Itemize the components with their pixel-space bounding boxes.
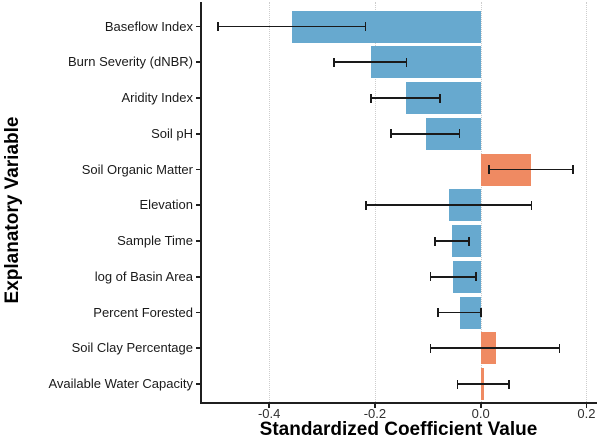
x-axis-title: Standardized Coefficient Value <box>259 419 538 440</box>
error-cap-high-soil-clay-percentage <box>558 343 561 353</box>
error-bar-available-water-capacity <box>457 383 509 385</box>
y-tick-log-of-basin-area <box>196 275 200 278</box>
x-tick-label-0.0: 0.0 <box>471 406 490 421</box>
error-cap-low-baseflow-index <box>217 22 219 31</box>
x-tick-0.0 <box>479 404 482 408</box>
error-bar-log-of-basin-area <box>430 275 476 278</box>
y-label-soil-clay-percentage: Soil Clay Percentage <box>71 340 193 356</box>
error-cap-high-aridity-index <box>439 93 441 103</box>
y-tick-percent-forested <box>196 311 200 314</box>
y-tick-soil-ph <box>196 132 200 135</box>
gridline--0.4 <box>269 2 271 402</box>
error-cap-low-log-of-basin-area <box>429 272 432 282</box>
x-tick-0.2 <box>585 404 588 408</box>
error-cap-low-soil-ph <box>390 129 393 139</box>
error-bar-percent-forested <box>437 311 482 314</box>
gridline--0.2 <box>374 2 376 402</box>
error-cap-high-log-of-basin-area <box>475 272 477 282</box>
error-cap-high-elevation <box>530 200 533 210</box>
x-tick-label--0.4: -0.4 <box>257 406 281 421</box>
y-tick-soil-clay-percentage <box>196 347 200 350</box>
x-tick-label--0.2: -0.2 <box>363 406 387 421</box>
y-tick-soil-organic-matter <box>196 168 200 171</box>
y-tick-burn-severity-dnbr <box>196 61 200 64</box>
y-label-aridity-index: Aridity Index <box>121 90 193 105</box>
y-tick-elevation <box>196 204 200 207</box>
gridline-0.2 <box>586 2 588 402</box>
y-label-available-water-capacity: Available Water Capacity <box>48 376 193 391</box>
y-tick-available-water-capacity <box>196 383 200 385</box>
y-label-soil-organic-matter: Soil Organic Matter <box>81 161 193 177</box>
error-cap-low-aridity-index <box>370 93 373 103</box>
error-cap-low-soil-organic-matter <box>488 165 490 174</box>
x-tick-label-0.2: 0.2 <box>577 406 596 421</box>
error-cap-low-available-water-capacity <box>456 379 459 389</box>
error-bar-soil-organic-matter <box>489 168 574 171</box>
gridline-0.0 <box>480 2 482 402</box>
x-tick--0.2 <box>374 404 376 408</box>
error-bar-burn-severity-dnbr <box>334 61 407 64</box>
error-bar-soil-ph <box>391 132 460 135</box>
error-cap-low-soil-clay-percentage <box>429 343 432 353</box>
plot-panel <box>200 2 597 404</box>
error-bar-baseflow-index <box>217 25 366 28</box>
error-bar-elevation <box>365 204 532 207</box>
error-bar-aridity-index <box>371 97 440 99</box>
y-label-elevation: Elevation <box>139 197 193 213</box>
error-cap-high-soil-organic-matter <box>572 165 575 174</box>
error-cap-high-baseflow-index <box>364 22 367 31</box>
y-label-sample-time: Sample Time <box>117 233 193 248</box>
error-cap-low-elevation <box>365 200 367 210</box>
error-cap-high-burn-severity-dnbr <box>405 57 408 67</box>
y-label-burn-severity-dnbr: Burn Severity (dNBR) <box>68 54 193 70</box>
error-cap-low-sample-time <box>433 236 436 246</box>
y-label-log-of-basin-area: log of Basin Area <box>94 268 193 284</box>
y-label-baseflow-index: Baseflow Index <box>104 18 193 34</box>
x-tick--0.4 <box>268 404 270 408</box>
error-cap-high-sample-time <box>468 236 470 246</box>
error-bar-sample-time <box>434 240 470 242</box>
y-label-percent-forested: Percent Forested <box>93 304 193 320</box>
error-cap-high-available-water-capacity <box>507 379 510 389</box>
error-cap-high-percent-forested <box>480 308 483 317</box>
error-cap-low-burn-severity-dnbr <box>333 57 336 67</box>
error-cap-high-soil-ph <box>458 129 461 139</box>
error-cap-low-percent-forested <box>436 308 439 317</box>
y-tick-aridity-index <box>196 97 200 99</box>
y-label-soil-ph: Soil pH <box>151 125 193 141</box>
error-bar-soil-clay-percentage <box>430 347 560 350</box>
y-tick-sample-time <box>196 240 200 242</box>
y-tick-baseflow-index <box>196 25 200 28</box>
